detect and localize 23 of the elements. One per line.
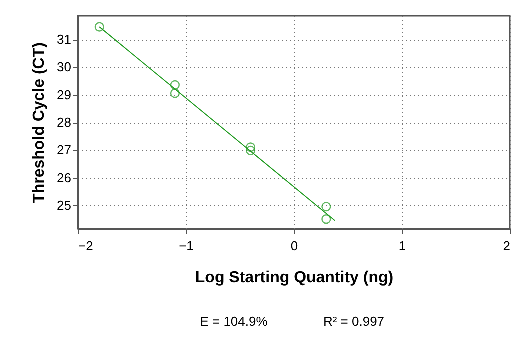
point [246, 142, 256, 152]
x-tick-label: 0 [290, 238, 298, 254]
x-tick-label: −2 [78, 238, 94, 254]
y-tick-label: 30 [57, 60, 72, 75]
y-tick-label: 28 [57, 115, 72, 130]
y-tick-label: 27 [57, 142, 72, 158]
point [170, 80, 180, 90]
point [170, 88, 180, 98]
x-axis-title: Log Starting Quantity (ng) [195, 270, 394, 286]
x-tick-label: −1 [179, 238, 194, 254]
y-tick-label: 26 [57, 170, 72, 186]
point [246, 146, 256, 156]
text: E = 104.9% [200, 314, 268, 329]
y-tick-label: 29 [57, 87, 72, 102]
y-tick-label: 25 [57, 198, 72, 213]
x-tick-label: 1 [398, 238, 406, 254]
y-tick-label: 31 [57, 32, 72, 48]
text: R² = 0.997 [323, 314, 385, 329]
point [94, 22, 104, 32]
x-tick-label: 2 [503, 238, 510, 254]
y-axis-title: Threshold Cycle (CT) [31, 42, 48, 204]
point [322, 214, 332, 224]
point [322, 202, 332, 212]
